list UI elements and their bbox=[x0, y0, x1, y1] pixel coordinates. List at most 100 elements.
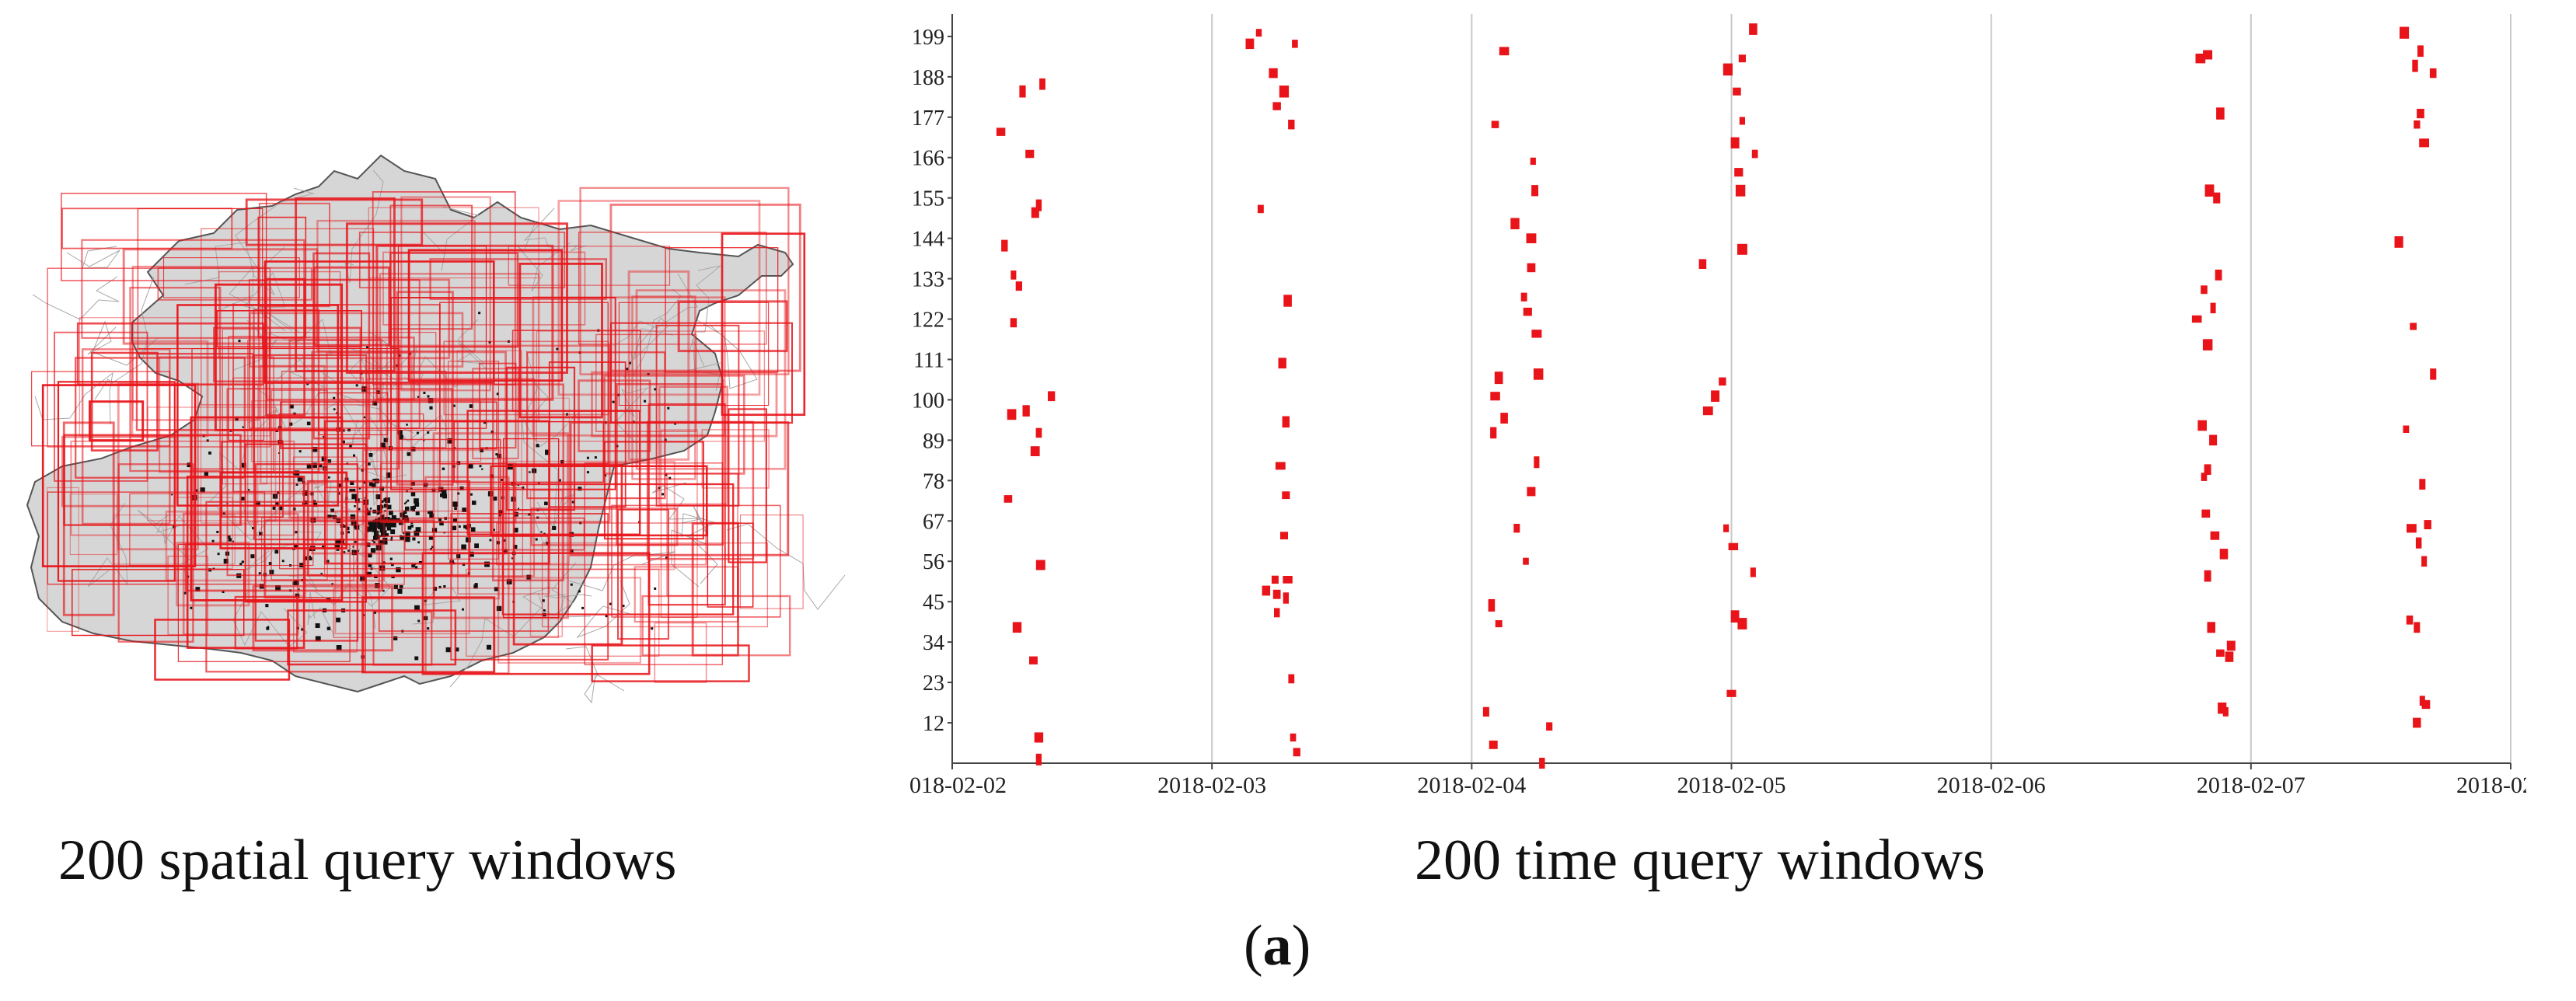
poi-point bbox=[452, 501, 458, 507]
poi-point bbox=[353, 454, 355, 457]
poi-point bbox=[294, 545, 298, 549]
spatial-window bbox=[530, 507, 679, 546]
poi-point bbox=[383, 504, 388, 508]
y-tick-label: 45 bbox=[923, 591, 944, 615]
poi-point bbox=[405, 501, 407, 504]
time-window-marker bbox=[2213, 192, 2221, 204]
poi-point bbox=[397, 588, 403, 594]
time-window-marker bbox=[1482, 706, 1489, 717]
y-tick-label: 177 bbox=[912, 106, 944, 131]
poi-point bbox=[410, 524, 414, 528]
time-window-marker bbox=[2413, 717, 2421, 728]
spatial-window bbox=[646, 420, 755, 560]
poi-point bbox=[661, 493, 665, 496]
poi-point bbox=[407, 452, 411, 456]
time-window-marker bbox=[1526, 233, 1537, 243]
poi-point bbox=[298, 450, 302, 453]
poi-point bbox=[457, 492, 460, 495]
spatial-window bbox=[368, 207, 539, 279]
poi-point bbox=[295, 593, 300, 598]
poi-point bbox=[415, 566, 418, 569]
poi-point bbox=[241, 497, 245, 500]
poi-point bbox=[350, 514, 356, 520]
poi-point bbox=[392, 515, 395, 518]
poi-point bbox=[415, 527, 421, 532]
poi-point bbox=[375, 535, 380, 539]
left-caption: 200 spatial query windows bbox=[58, 828, 677, 892]
poi-point bbox=[423, 392, 426, 394]
poi-point bbox=[526, 574, 532, 580]
poi-point bbox=[298, 588, 300, 591]
y-tick-label: 155 bbox=[912, 187, 944, 211]
spatial-window bbox=[61, 193, 267, 281]
poi-point bbox=[427, 395, 430, 398]
poi-point bbox=[295, 483, 298, 486]
poi-point bbox=[366, 346, 369, 349]
time-window-marker bbox=[2417, 109, 2424, 119]
poi-point bbox=[391, 563, 394, 567]
poi-point bbox=[259, 532, 263, 535]
poi-point bbox=[289, 422, 293, 426]
poi-point bbox=[372, 483, 376, 487]
spatial-window bbox=[252, 584, 393, 652]
poi-point bbox=[513, 528, 518, 533]
poi-point bbox=[266, 626, 270, 630]
poi-point bbox=[466, 539, 469, 542]
poi-point bbox=[361, 469, 364, 472]
poi-point bbox=[275, 585, 281, 591]
poi-point bbox=[292, 507, 296, 511]
poi-point bbox=[429, 406, 433, 410]
poi-point bbox=[373, 535, 378, 541]
time-window-marker bbox=[2403, 425, 2410, 433]
time-window-marker bbox=[1738, 54, 1746, 63]
time-window-marker bbox=[2400, 26, 2410, 39]
time-window-marker bbox=[2218, 702, 2227, 714]
spatial-window bbox=[448, 361, 500, 560]
time-window-marker bbox=[1015, 281, 1022, 291]
poi-point bbox=[535, 538, 538, 541]
poi-point bbox=[330, 508, 334, 513]
poi-point bbox=[223, 558, 229, 563]
poi-point bbox=[336, 617, 340, 623]
spatial-window bbox=[63, 434, 242, 526]
spatial-window bbox=[244, 443, 367, 603]
time-window-marker bbox=[1255, 29, 1262, 37]
poi-point bbox=[617, 393, 620, 396]
poi-point bbox=[227, 535, 231, 539]
poi-point bbox=[183, 591, 187, 595]
time-window-marker bbox=[1007, 409, 1017, 420]
time-window-marker bbox=[1735, 184, 1746, 197]
poi-point bbox=[501, 479, 504, 481]
time-window-marker bbox=[1698, 259, 1707, 269]
poi-point bbox=[665, 473, 668, 476]
poi-point bbox=[372, 479, 375, 481]
spatial-window bbox=[81, 239, 305, 339]
spatial-window bbox=[177, 543, 351, 662]
poi-point bbox=[454, 502, 456, 504]
time-window-marker bbox=[1499, 47, 1510, 56]
y-tick-label: 23 bbox=[923, 671, 944, 696]
poi-point bbox=[586, 456, 589, 459]
time-window-marker bbox=[2419, 696, 2425, 706]
poi-point bbox=[429, 513, 435, 518]
poi-point bbox=[368, 453, 373, 457]
time-query-chart: 12 23 34 45 56 67 78 89 100 111 122 133 144 155 166 177… bbox=[898, 0, 2565, 824]
time-window-marker bbox=[2216, 649, 2225, 657]
poi-point bbox=[536, 444, 539, 448]
district-line bbox=[523, 208, 587, 252]
poi-point bbox=[481, 468, 483, 470]
poi-point bbox=[319, 464, 323, 468]
time-window-marker bbox=[1728, 542, 1739, 550]
time-window-marker bbox=[1272, 102, 1281, 110]
time-window-marker bbox=[2410, 323, 2417, 330]
x-tick-label: 2018-02-07 bbox=[2197, 773, 2305, 798]
time-window-marker bbox=[1282, 491, 1290, 500]
time-window-marker bbox=[1012, 622, 1022, 633]
time-window-marker bbox=[1531, 185, 1538, 197]
poi-point bbox=[503, 539, 506, 542]
time-window-marker bbox=[1262, 585, 1271, 596]
time-window-marker bbox=[1489, 740, 1498, 749]
poi-point bbox=[412, 508, 415, 512]
poi-point bbox=[277, 491, 280, 494]
spatial-window bbox=[326, 351, 413, 489]
